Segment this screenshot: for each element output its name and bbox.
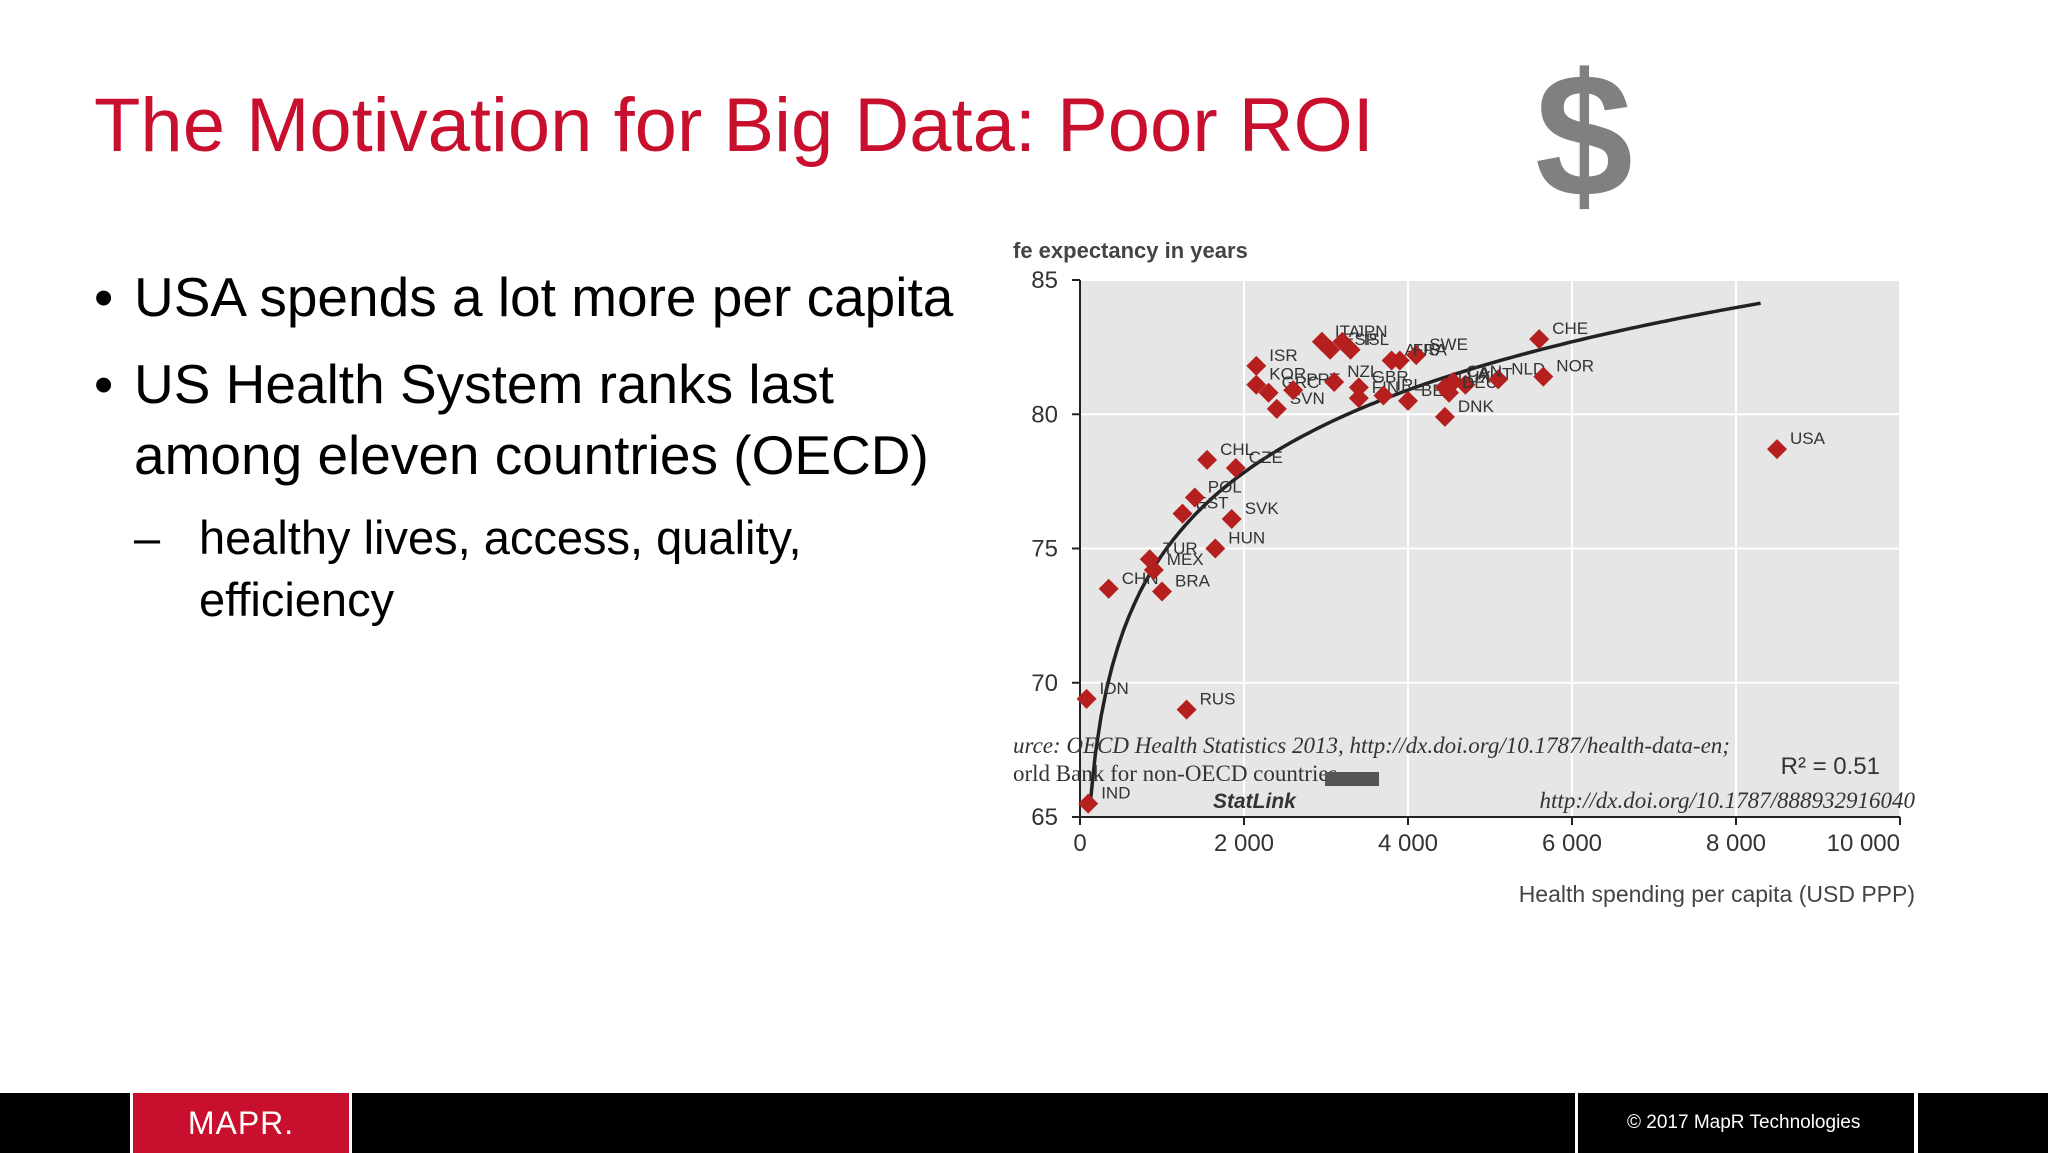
y-tick-label: 80: [1031, 401, 1058, 428]
data-label-chl: CHL: [1220, 440, 1254, 459]
data-label-che: CHE: [1552, 319, 1588, 338]
data-label-cze: CZE: [1249, 448, 1283, 467]
x-tick-label: 8 000: [1706, 830, 1766, 857]
data-point-swe: [1406, 345, 1427, 366]
data-point-idn: [1076, 688, 1097, 709]
data-point-isr: [1246, 355, 1267, 376]
data-label-pol: POL: [1208, 477, 1242, 496]
y-tick-label: 85: [1031, 267, 1058, 294]
data-point-cze: [1225, 457, 1246, 478]
data-point-svn: [1266, 398, 1287, 419]
data-label-isl: ISL: [1364, 330, 1390, 349]
data-point-jpn: [1332, 331, 1353, 352]
slide-title: The Motivation for Big Data: Poor ROI: [94, 83, 1374, 168]
dollar-icon: $: [1535, 38, 1633, 234]
data-label-dnk: DNK: [1458, 397, 1495, 416]
data-label-mex: MEX: [1167, 550, 1204, 569]
data-point-nor: [1533, 366, 1554, 387]
data-label-usa: USA: [1790, 429, 1826, 448]
data-label-hun: HUN: [1228, 529, 1265, 548]
y-tick-label: 70: [1031, 670, 1058, 697]
bullet-mark: •: [94, 353, 114, 415]
data-point-bel: [1398, 390, 1418, 411]
data-label-deu: DEU: [1462, 373, 1498, 392]
data-label-jpn: JPN: [1355, 322, 1387, 341]
scatter-chart: 65 70 75 80 85 0 2 000 4 000 6 000 8 000 10 000 fe …: [1013, 238, 1916, 907]
data-point-kor: [1246, 374, 1267, 395]
data-label-rus: RUS: [1200, 690, 1236, 709]
data-point-esp: [1320, 339, 1341, 360]
data-label-gbr: GBR: [1372, 367, 1409, 386]
data-label-swe: SWE: [1429, 335, 1468, 354]
data-point-bra: [1152, 581, 1172, 602]
data-point-isl: [1340, 339, 1361, 360]
data-label-isr: ISR: [1269, 346, 1297, 365]
statlink-label: StatLink: [1213, 790, 1297, 813]
sub-bullet-item: – healthy lives, access, quality, effici…: [94, 507, 954, 631]
y-tick-label: 75: [1031, 536, 1058, 563]
data-point-ita: [1311, 331, 1332, 352]
data-point-usa: [1767, 439, 1787, 460]
bullet-item: • USA spends a lot more per capita: [94, 262, 954, 333]
data-point-svk: [1221, 508, 1242, 529]
data-label-irl: IRL: [1396, 375, 1422, 394]
bullet-list: • USA spends a lot more per capita • US …: [94, 262, 954, 631]
data-label-fra: FRA: [1413, 341, 1448, 360]
data-label-nzl: NZL: [1347, 362, 1379, 381]
statlink-url: http://dx.doi.org/10.1787/888932916040: [1540, 788, 1916, 813]
trend-curve: [1088, 301, 1761, 808]
data-label-tur: TUR: [1163, 539, 1198, 558]
data-label-idn: IDN: [1100, 679, 1129, 698]
footer-divider: [1914, 1093, 1918, 1153]
sub-bullet-mark: –: [134, 511, 161, 564]
x-tick-label: 6 000: [1542, 830, 1602, 857]
data-point-che: [1529, 329, 1550, 350]
x-axis-title: Health spending per capita (USD PPP): [1519, 881, 1915, 907]
x-tick-label: 10 000: [1827, 830, 1900, 857]
data-point-fin: [1348, 388, 1369, 409]
data-label-bra: BRA: [1175, 571, 1211, 590]
bullet-text: USA spends a lot more per capita: [134, 266, 954, 328]
data-point-nzl: [1324, 372, 1345, 393]
sub-bullet-text: healthy lives, access, quality, efficien…: [199, 511, 802, 626]
data-point-gbr: [1348, 377, 1369, 398]
copyright-text: © 2017 MapR Technologies: [1627, 1112, 1861, 1133]
data-label-lux: LUX: [1458, 367, 1491, 386]
data-point-chn: [1098, 578, 1119, 599]
data-point-tur: [1139, 549, 1160, 570]
bullet-mark: •: [94, 266, 114, 328]
data-point-hun: [1205, 538, 1226, 559]
bullet-item: • US Health System ranks last among elev…: [94, 349, 954, 491]
x-tick-label: 0: [1073, 830, 1086, 857]
data-point-can: [1443, 372, 1464, 393]
statlink-icon: [1325, 772, 1379, 786]
data-point-fra: [1389, 350, 1410, 371]
data-label-ind: IND: [1101, 784, 1130, 803]
data-label-kor: KOR: [1269, 365, 1306, 384]
data-point-est: [1172, 503, 1193, 524]
x-tick-label: 2 000: [1214, 830, 1274, 857]
x-tick-label: 4 000: [1378, 830, 1438, 857]
data-point-grc: [1258, 382, 1279, 403]
footer-divider: [1575, 1093, 1578, 1153]
source-line: urce: OECD Health Statistics 2013, http:…: [1013, 733, 1730, 758]
data-point-pol: [1184, 487, 1205, 508]
source-line: orld Bank for non-OECD countries.: [1013, 761, 1343, 786]
mapr-logo: MAPR.: [130, 1093, 352, 1153]
data-point-rus: [1176, 699, 1197, 720]
data-label-svk: SVK: [1245, 499, 1280, 518]
data-point-nld: [1488, 369, 1509, 390]
r-squared-label: R² = 0.51: [1781, 753, 1880, 780]
bullet-text: US Health System ranks last among eleven…: [134, 353, 929, 486]
y-axis-title: fe expectancy in years: [1013, 238, 1248, 263]
data-label-can: CAN: [1466, 362, 1502, 381]
data-label-nor: NOR: [1556, 357, 1594, 376]
data-point-dnk: [1434, 406, 1455, 427]
footer-bar: MAPR. © 2017 MapR Technologies: [0, 1093, 2048, 1153]
data-point-prt: [1283, 380, 1304, 401]
data-point-chl: [1197, 449, 1218, 470]
data-point-ind: [1078, 793, 1099, 814]
data-point-irl: [1373, 385, 1394, 406]
y-tick-label: 65: [1031, 804, 1058, 831]
